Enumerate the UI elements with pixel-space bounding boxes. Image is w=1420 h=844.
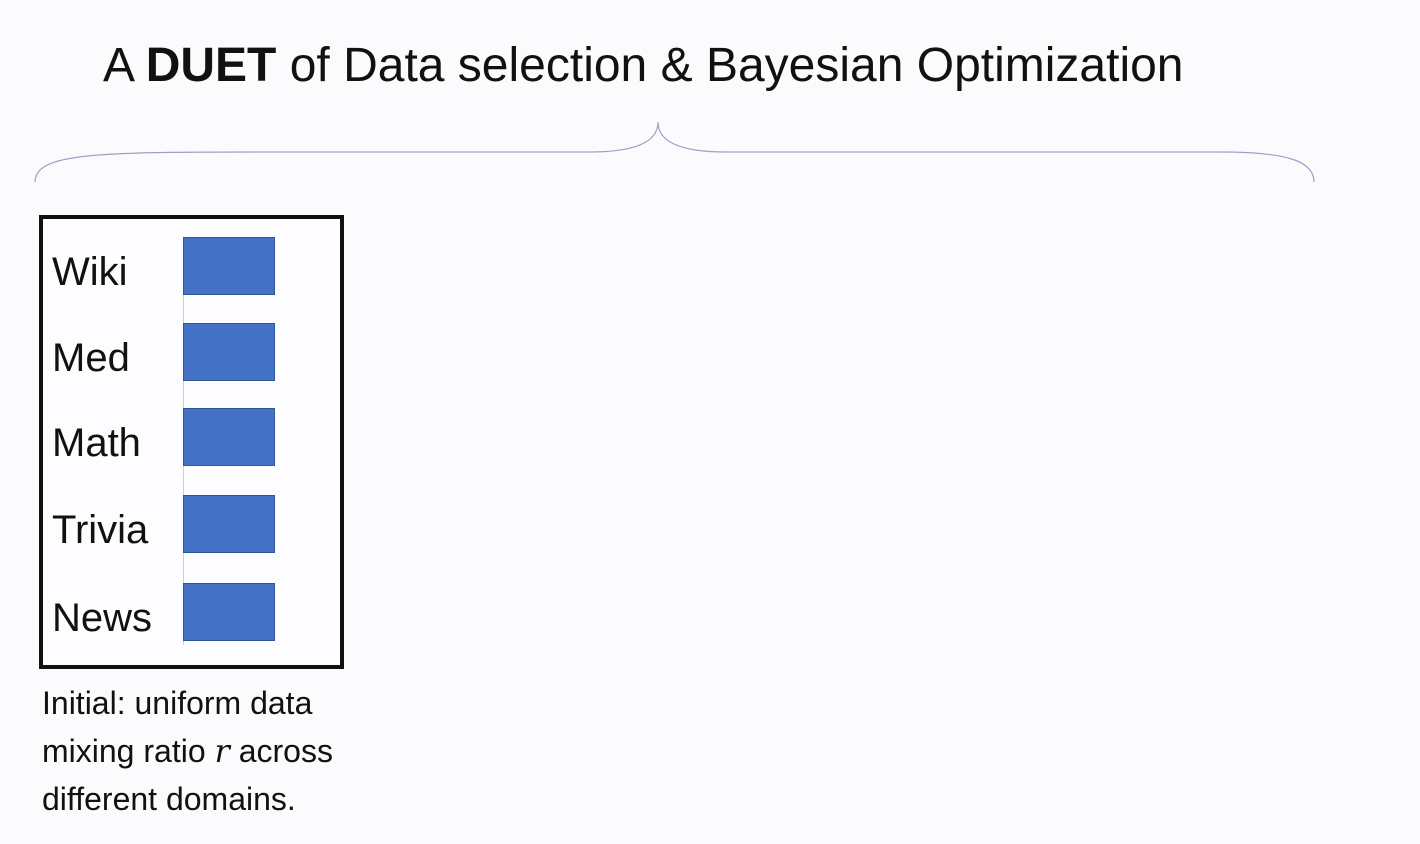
domain-ratio-bar bbox=[183, 495, 275, 553]
title-suffix: of Data selection & Bayesian Optimizatio… bbox=[276, 39, 1184, 92]
domain-label: Med bbox=[52, 336, 130, 380]
title-prefix: A bbox=[103, 39, 146, 92]
domain-label: Wiki bbox=[52, 250, 128, 294]
domain-label: News bbox=[52, 596, 153, 640]
domain-ratio-bar bbox=[183, 408, 275, 466]
page-title: A DUET of Data selection & Bayesian Opti… bbox=[103, 36, 1184, 96]
domain-row: Wiki bbox=[43, 237, 340, 297]
domain-row: Math bbox=[43, 408, 340, 468]
domain-label: Trivia bbox=[52, 508, 149, 552]
domain-ratio-bar bbox=[183, 237, 275, 295]
curly-brace bbox=[34, 121, 1315, 183]
caption-before: Initial: uniform data mixing ratio bbox=[42, 685, 313, 769]
caption-variable: r bbox=[214, 732, 230, 770]
domain-row: Trivia bbox=[43, 495, 340, 555]
domain-row: News bbox=[43, 583, 340, 643]
domain-ratio-bar bbox=[183, 323, 275, 381]
title-emphasis: DUET bbox=[145, 39, 277, 92]
domain-label: Math bbox=[52, 421, 141, 465]
mixing-ratio-box: Wiki Med Math Trivia News bbox=[39, 215, 344, 669]
domain-row: Med bbox=[43, 323, 340, 383]
caption-after: across different domains. bbox=[42, 733, 333, 817]
caption: Initial: uniform data mixing ratio r acr… bbox=[42, 679, 402, 823]
domain-ratio-bar bbox=[183, 583, 275, 641]
